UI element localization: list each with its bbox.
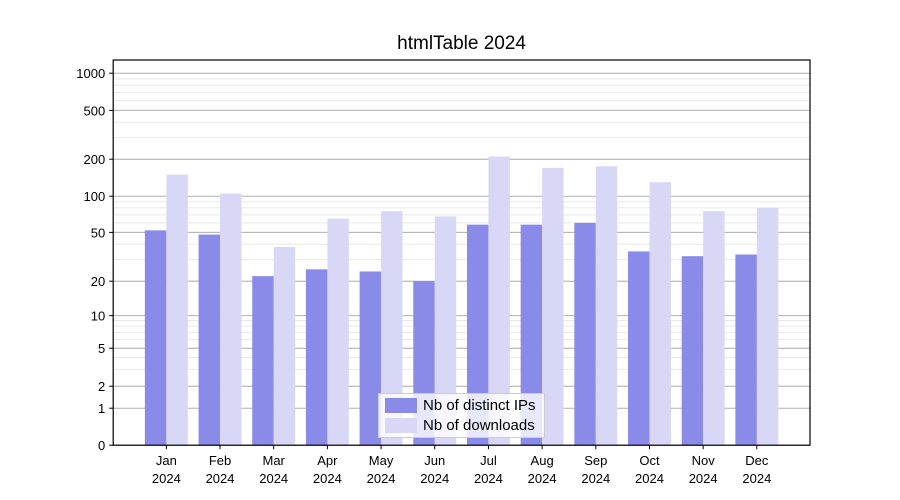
svg-text:10: 10 [91, 309, 105, 324]
svg-text:2: 2 [98, 379, 105, 394]
svg-text:May: May [369, 453, 394, 468]
svg-text:Nov: Nov [692, 453, 716, 468]
svg-text:500: 500 [83, 103, 105, 118]
svg-text:Jan: Jan [156, 453, 177, 468]
svg-text:2024: 2024 [152, 471, 181, 486]
svg-text:Oct: Oct [639, 453, 660, 468]
svg-text:0: 0 [98, 438, 105, 453]
svg-text:2024: 2024 [528, 471, 557, 486]
svg-text:1000: 1000 [76, 66, 105, 81]
svg-text:Jun: Jun [424, 453, 445, 468]
svg-text:20: 20 [91, 274, 105, 289]
svg-text:Sep: Sep [584, 453, 607, 468]
svg-text:2024: 2024 [474, 471, 503, 486]
svg-text:Aug: Aug [531, 453, 554, 468]
svg-text:200: 200 [83, 152, 105, 167]
svg-text:Jul: Jul [480, 453, 497, 468]
svg-text:2024: 2024 [689, 471, 718, 486]
svg-text:2024: 2024 [581, 471, 610, 486]
svg-text:100: 100 [83, 189, 105, 204]
svg-text:2024: 2024 [742, 471, 771, 486]
svg-text:Dec: Dec [745, 453, 769, 468]
svg-text:1: 1 [98, 401, 105, 416]
svg-text:Feb: Feb [209, 453, 231, 468]
svg-text:2024: 2024 [259, 471, 288, 486]
svg-text:Apr: Apr [317, 453, 338, 468]
svg-text:Mar: Mar [263, 453, 286, 468]
svg-text:5: 5 [98, 341, 105, 356]
svg-text:2024: 2024 [206, 471, 235, 486]
svg-text:50: 50 [91, 225, 105, 240]
svg-text:2024: 2024 [420, 471, 449, 486]
svg-text:2024: 2024 [367, 471, 396, 486]
svg-text:2024: 2024 [635, 471, 664, 486]
svg-text:2024: 2024 [313, 471, 342, 486]
